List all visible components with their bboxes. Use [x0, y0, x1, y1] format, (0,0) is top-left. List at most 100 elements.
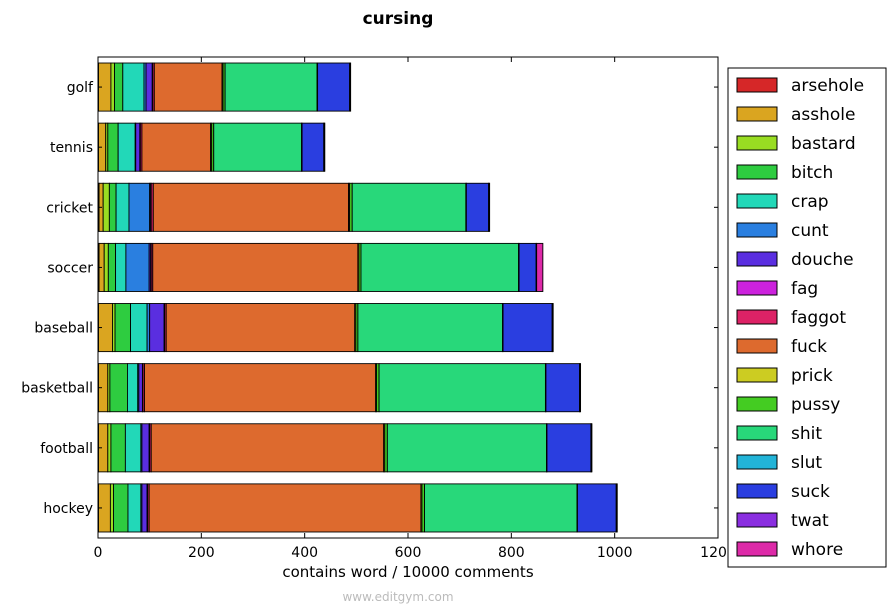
legend-swatch-whore: [736, 541, 778, 557]
bar-basketball-douche: [138, 363, 143, 413]
legend-swatch-asshole: [736, 106, 778, 122]
bar-golf-bastard: [110, 62, 115, 112]
legend-swatch-slut: [736, 454, 778, 470]
bar-basketball-fuck: [144, 363, 376, 413]
bar-golf-suck: [317, 62, 351, 112]
bar-cricket-cunt: [128, 182, 151, 232]
bar-soccer-fuck: [152, 242, 359, 292]
bar-basketball-suck: [545, 363, 580, 413]
bar-tennis-whore: [323, 122, 326, 172]
y-tick-label: hockey: [43, 501, 93, 517]
x-tick-label: 0: [94, 545, 103, 561]
bar-tennis-crap: [117, 122, 136, 172]
bar-cricket-suck: [465, 182, 490, 232]
bar-tennis-suck: [301, 122, 325, 172]
legend-swatch-prick: [736, 367, 778, 383]
x-tick-label: 400: [291, 545, 318, 561]
legend-label-whore: whore: [791, 540, 843, 560]
bar-soccer-crap: [115, 242, 127, 292]
bar-football-fuck: [150, 423, 385, 473]
bar-golf-whore: [349, 62, 352, 112]
legend: arsehole asshole bastard bitch crap cunt douch…: [727, 67, 887, 568]
bar-cricket-crap: [115, 182, 130, 232]
legend-swatch-suck: [736, 483, 778, 499]
y-tick-label: football: [40, 441, 93, 457]
bar-hockey-crap: [127, 483, 142, 533]
bar-football-shit: [386, 423, 547, 473]
bar-golf-bitch: [114, 62, 124, 112]
legend-swatch-crap: [736, 193, 778, 209]
bar-hockey-whore: [616, 483, 618, 533]
bar-hockey-bastard: [109, 483, 114, 533]
bar-soccer-suck: [518, 242, 537, 292]
x-tick-label: 1200: [700, 545, 736, 561]
bar-football-suck: [546, 423, 592, 473]
legend-label-prick: prick: [791, 366, 833, 386]
bar-football-douche: [141, 423, 150, 473]
y-tick-label: cricket: [46, 200, 93, 216]
y-tick-label: golf: [67, 80, 94, 96]
legend-label-suck: suck: [791, 482, 830, 502]
bar-soccer-bitch: [107, 242, 117, 292]
legend-label-fag: fag: [791, 279, 818, 299]
bar-basketball-bitch: [109, 363, 128, 413]
y-tick-label: basketball: [21, 381, 93, 397]
bar-hockey-fuck: [148, 483, 422, 533]
bar-hockey-douche: [141, 483, 148, 533]
x-axis-label: contains word / 10000 comments: [282, 563, 533, 581]
legend-label-shit: shit: [791, 424, 822, 444]
bar-basketball-whore: [579, 363, 582, 413]
bar-tennis-bitch: [107, 122, 119, 172]
legend-swatch-shit: [736, 425, 778, 441]
legend-label-asshole: asshole: [791, 105, 856, 125]
legend-swatch-bitch: [736, 164, 778, 180]
bar-football-crap: [124, 423, 142, 473]
legend-swatch-bastard: [736, 135, 778, 151]
bar-hockey-shit: [424, 483, 578, 533]
bar-soccer-bastard: [103, 242, 109, 292]
legend-swatch-pussy: [736, 396, 778, 412]
bar-baseball-whore: [552, 303, 554, 353]
watermark: www.editgym.com: [342, 590, 453, 604]
bar-baseball-bitch: [114, 303, 132, 353]
bar-cricket-bitch: [108, 182, 117, 232]
legend-label-cunt: cunt: [791, 221, 829, 241]
axis-layer: golf tennis cricket soccer baseball basketbal…: [21, 57, 736, 561]
legend-swatch-cunt: [736, 222, 778, 238]
bar-hockey-bitch: [113, 483, 129, 533]
y-tick-label: soccer: [47, 260, 93, 276]
legend-swatch-douche: [736, 251, 778, 267]
x-tick-label: 1000: [597, 545, 633, 561]
bar-cricket-bastard: [102, 182, 110, 232]
legend-label-douche: douche: [791, 250, 854, 270]
legend-label-bitch: bitch: [791, 163, 833, 183]
bar-soccer-shit: [360, 242, 520, 292]
x-tick-label: 200: [188, 545, 215, 561]
y-tick-label: baseball: [34, 321, 93, 337]
bar-basketball-crap: [126, 363, 139, 413]
chart-title: cursing: [363, 9, 434, 29]
legend-swatch-fag: [736, 280, 778, 296]
bar-soccer-whore: [536, 242, 544, 292]
legend-label-fuck: fuck: [791, 337, 827, 357]
bar-football-bitch: [110, 423, 126, 473]
bar-cricket-whore: [488, 182, 491, 232]
bar-basketball-shit: [378, 363, 546, 413]
legend-label-crap: crap: [791, 192, 829, 212]
bar-baseball-shit: [357, 303, 504, 353]
bar-soccer-cunt: [125, 242, 150, 292]
bar-football-whore: [590, 423, 593, 473]
bar-golf-crap: [122, 62, 145, 112]
bar-tennis-shit: [213, 122, 303, 172]
bar-cricket-fuck: [152, 182, 350, 232]
x-tick-label: 600: [395, 545, 422, 561]
bar-baseball-suck: [502, 303, 553, 353]
legend-label-arsehole: arsehole: [791, 76, 864, 96]
bar-tennis-douche: [135, 122, 141, 172]
bar-hockey-suck: [577, 483, 617, 533]
legend-swatch-faggot: [736, 309, 778, 325]
bar-baseball-fuck: [165, 303, 356, 353]
legend-swatch-twat: [736, 512, 778, 528]
bar-cricket-shit: [351, 182, 467, 232]
legend-swatch-arsehole: [736, 77, 778, 93]
